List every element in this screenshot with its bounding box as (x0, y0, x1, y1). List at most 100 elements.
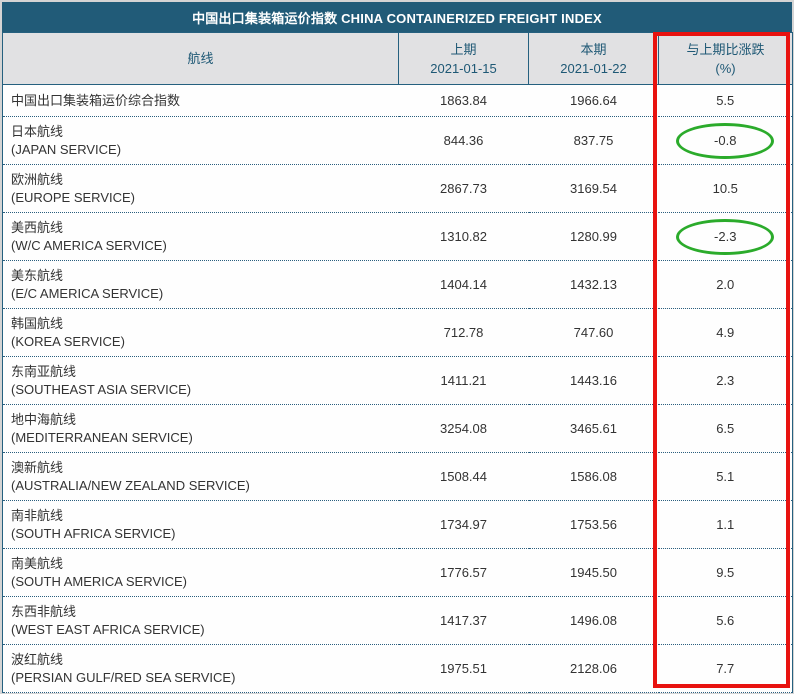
change-value-cell: 1.1 (658, 500, 793, 549)
route-name-cn: 欧洲航线 (11, 171, 64, 187)
route-name-en: (WEST EAST AFRICA SERVICE) (11, 621, 205, 637)
previous-value-cell: 1776.57 (398, 548, 529, 597)
route-cell: 南非航线 (SOUTH AFRICA SERVICE) (2, 500, 399, 549)
table-row: 美东航线 (E/C AMERICA SERVICE) 1404.14 1432.… (2, 260, 793, 309)
current-value-cell: 3169.54 (528, 164, 659, 213)
previous-label: 上期 (450, 41, 477, 57)
change-value-cell: 7.7 (658, 644, 793, 693)
table-row: 波红航线 (PERSIAN GULF/RED SEA SERVICE) 1975… (2, 644, 793, 693)
route-cell: 欧洲航线 (EUROPE SERVICE) (2, 164, 399, 213)
route-name-en: (PERSIAN GULF/RED SEA SERVICE) (11, 669, 236, 685)
route-cell: 中国出口集装箱运价综合指数 (2, 84, 399, 117)
current-value-cell: 2128.06 (528, 644, 659, 693)
route-name-cn: 澳新航线 (11, 459, 64, 475)
previous-value-cell: 1734.97 (398, 500, 529, 549)
table-header: 航线 上期 2021-01-15 本期 2021-01-22 与上期比涨跌 (%… (2, 32, 793, 85)
route-name-en: (W/C AMERICA SERVICE) (11, 237, 167, 253)
page-title: 中国出口集装箱运价指数 CHINA CONTAINERIZED FREIGHT … (192, 10, 602, 26)
route-name-cn: 日本航线 (11, 123, 64, 139)
previous-value-cell: 1310.82 (398, 212, 529, 261)
change-value-green-circle: -2.3 (676, 218, 775, 255)
route-cell: 美西航线 (W/C AMERICA SERVICE) (2, 212, 399, 261)
current-label: 本期 (580, 41, 607, 57)
change-value: 6.5 (716, 421, 735, 436)
current-value-cell: 1966.64 (528, 84, 659, 117)
route-name-en: (MEDITERRANEAN SERVICE) (11, 429, 193, 445)
route-name-cn: 中国出口集装箱运价综合指数 (11, 92, 181, 108)
route-name-cn: 东西非航线 (11, 603, 77, 619)
current-value-cell: 1280.99 (528, 212, 659, 261)
change-value-cell: 5.1 (658, 452, 793, 501)
route-name-cn: 美西航线 (11, 219, 64, 235)
change-unit: (%) (715, 60, 736, 76)
route-name-en: (E/C AMERICA SERVICE) (11, 285, 164, 301)
table-row: 美西航线 (W/C AMERICA SERVICE) 1310.82 1280.… (2, 212, 793, 261)
table-row: 地中海航线 (MEDITERRANEAN SERVICE) 3254.08 34… (2, 404, 793, 453)
route-cell: 日本航线 (JAPAN SERVICE) (2, 116, 399, 165)
route-name-cn: 地中海航线 (11, 411, 77, 427)
current-value-cell: 1432.13 (528, 260, 659, 309)
table-row: 日本航线 (JAPAN SERVICE) 844.36 837.75 -0.8 (2, 116, 793, 165)
current-value-cell: 3465.61 (528, 404, 659, 453)
table-row: 中国出口集装箱运价综合指数 1863.84 1966.64 5.5 (2, 84, 793, 117)
route-cell: 波红航线 (PERSIAN GULF/RED SEA SERVICE) (2, 644, 399, 693)
freight-index-table: 航线 上期 2021-01-15 本期 2021-01-22 与上期比涨跌 (%… (2, 32, 793, 693)
route-name-cn: 东南亚航线 (11, 363, 77, 379)
change-value-cell: -0.8 (658, 116, 793, 165)
change-value: 5.6 (716, 613, 735, 628)
change-value: 4.9 (716, 325, 735, 340)
route-name-cn: 韩国航线 (11, 315, 64, 331)
previous-value-cell: 2867.73 (398, 164, 529, 213)
table-row: 欧洲航线 (EUROPE SERVICE) 2867.73 3169.54 10… (2, 164, 793, 213)
column-header-previous: 上期 2021-01-15 (398, 32, 529, 85)
title-bar: 中国出口集装箱运价指数 CHINA CONTAINERIZED FREIGHT … (2, 2, 792, 32)
current-value-cell: 837.75 (528, 116, 659, 165)
previous-value-cell: 712.78 (398, 308, 529, 357)
column-header-change: 与上期比涨跌 (%) (658, 32, 793, 85)
change-value-cell: -2.3 (658, 212, 793, 261)
table-row: 南非航线 (SOUTH AFRICA SERVICE) 1734.97 1753… (2, 500, 793, 549)
column-header-route: 航线 (2, 32, 399, 85)
previous-value-cell: 1417.37 (398, 596, 529, 645)
table-row: 南美航线 (SOUTH AMERICA SERVICE) 1776.57 194… (2, 548, 793, 597)
change-value-cell: 5.6 (658, 596, 793, 645)
route-cell: 南美航线 (SOUTH AMERICA SERVICE) (2, 548, 399, 597)
table-row: 澳新航线 (AUSTRALIA/NEW ZEALAND SERVICE) 150… (2, 452, 793, 501)
change-value-cell: 2.0 (658, 260, 793, 309)
route-cell: 澳新航线 (AUSTRALIA/NEW ZEALAND SERVICE) (2, 452, 399, 501)
previous-value-cell: 1411.21 (398, 356, 529, 405)
previous-value-cell: 1863.84 (398, 84, 529, 117)
route-name-en: (AUSTRALIA/NEW ZEALAND SERVICE) (11, 477, 250, 493)
change-value-cell: 9.5 (658, 548, 793, 597)
route-cell: 地中海航线 (MEDITERRANEAN SERVICE) (2, 404, 399, 453)
change-value-cell: 5.5 (658, 84, 793, 117)
route-name-en: (SOUTH AMERICA SERVICE) (11, 573, 188, 589)
previous-value-cell: 1508.44 (398, 452, 529, 501)
route-name-en: (SOUTH AFRICA SERVICE) (11, 525, 176, 541)
route-cell: 东西非航线 (WEST EAST AFRICA SERVICE) (2, 596, 399, 645)
route-name-en: (JAPAN SERVICE) (11, 141, 122, 157)
current-value-cell: 1945.50 (528, 548, 659, 597)
current-value-cell: 1496.08 (528, 596, 659, 645)
route-name-cn: 波红航线 (11, 651, 64, 667)
current-value-cell: 1586.08 (528, 452, 659, 501)
route-cell: 韩国航线 (KOREA SERVICE) (2, 308, 399, 357)
change-value-green-circle: -0.8 (676, 122, 775, 159)
current-value-cell: 747.60 (528, 308, 659, 357)
current-date: 2021-01-22 (560, 60, 627, 76)
previous-value-cell: 1404.14 (398, 260, 529, 309)
previous-value-cell: 3254.08 (398, 404, 529, 453)
route-cell: 美东航线 (E/C AMERICA SERVICE) (2, 260, 399, 309)
header-row: 航线 上期 2021-01-15 本期 2021-01-22 与上期比涨跌 (%… (2, 32, 793, 85)
route-name-cn: 南非航线 (11, 507, 64, 523)
column-header-current: 本期 2021-01-22 (528, 32, 659, 85)
route-name-en: (KOREA SERVICE) (11, 333, 125, 349)
change-value: 5.1 (716, 469, 735, 484)
route-name-cn: 南美航线 (11, 555, 64, 571)
change-value: 1.1 (716, 517, 735, 532)
route-name-cn: 美东航线 (11, 267, 64, 283)
route-cell: 东南亚航线 (SOUTHEAST ASIA SERVICE) (2, 356, 399, 405)
change-value-cell: 2.3 (658, 356, 793, 405)
change-value: 2.3 (716, 373, 735, 388)
